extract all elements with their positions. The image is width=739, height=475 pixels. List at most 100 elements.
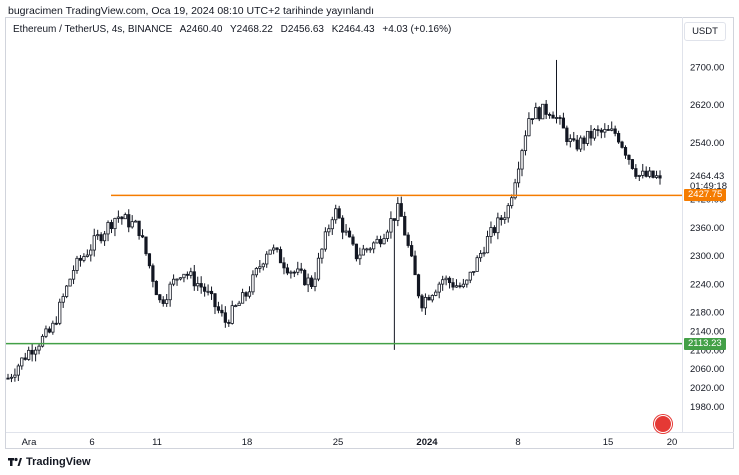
- candle-body: [182, 273, 186, 279]
- last-price-label: 2464.43: [690, 171, 725, 183]
- candle-body: [447, 277, 452, 284]
- candle-body: [30, 349, 34, 355]
- candle-body: [406, 234, 410, 246]
- candle-body: [492, 227, 497, 234]
- candle-body: [420, 295, 424, 309]
- candle-body: [479, 253, 483, 259]
- symbol-info: Ethereum / TetherUS, 4s, BINANCE A2460.4…: [13, 24, 456, 35]
- candle-body: [396, 203, 400, 221]
- candle-body: [61, 296, 65, 303]
- candle-body: [137, 220, 141, 236]
- candle-body: [227, 321, 231, 324]
- candle-body: [403, 216, 407, 236]
- candle-body: [575, 139, 579, 150]
- candle-body: [558, 117, 562, 119]
- candle-body: [423, 296, 428, 309]
- candle-body: [96, 234, 100, 237]
- candle-body: [147, 253, 152, 267]
- candle-body: [272, 247, 276, 251]
- candle-body: [289, 271, 293, 274]
- candle-body: [585, 130, 590, 144]
- candle-body: [427, 296, 431, 301]
- candle-body: [6, 377, 10, 380]
- high-value: Y2468.22: [230, 24, 273, 35]
- candle-body: [327, 228, 331, 233]
- candle-body: [341, 217, 345, 233]
- currency-button[interactable]: USDT: [684, 22, 726, 41]
- candle-body: [75, 257, 79, 271]
- candle-body: [109, 222, 114, 230]
- candle-body: [637, 175, 641, 177]
- candle-body: [237, 302, 241, 307]
- candle-body: [599, 129, 603, 133]
- footer: TradingView: [8, 456, 91, 468]
- tradingview-logo-icon: [8, 457, 22, 466]
- candle-body: [582, 137, 586, 144]
- candle-body: [13, 374, 17, 378]
- candle-body: [482, 252, 486, 255]
- candle-body: [282, 262, 286, 269]
- bar-countdown: 01:49:18: [690, 181, 727, 193]
- y-tick-label: 2240.00: [690, 279, 724, 290]
- candle-body: [323, 231, 327, 250]
- candle-body: [296, 268, 300, 273]
- flag-icon[interactable]: [654, 415, 672, 433]
- candle-body: [261, 263, 265, 268]
- y-tick-label: 2180.00: [690, 308, 724, 319]
- candle-body: [634, 168, 638, 177]
- candle-body: [168, 283, 172, 301]
- candle-body: [458, 285, 462, 288]
- candle-body: [496, 217, 500, 234]
- candle-body: [196, 283, 200, 287]
- candle-body: [382, 238, 386, 245]
- candle-body: [254, 268, 258, 276]
- candle-body: [444, 277, 448, 281]
- candle-body: [620, 141, 624, 148]
- candle-body: [596, 129, 600, 131]
- candle-body: [527, 118, 531, 137]
- candle-body: [330, 219, 334, 230]
- candle-body: [234, 305, 238, 308]
- candle-body: [551, 114, 555, 119]
- candle-body: [275, 247, 279, 250]
- candle-body: [434, 291, 438, 296]
- candle-body: [185, 273, 189, 276]
- open-value: A2460.40: [179, 24, 223, 35]
- symbol-name[interactable]: Ethereum / TetherUS, 4s, BINANCE: [13, 24, 173, 35]
- candle-body: [16, 365, 20, 376]
- candle-body: [58, 301, 62, 324]
- candle-body: [220, 309, 224, 314]
- candle-body: [503, 217, 507, 220]
- candle-body: [123, 214, 127, 220]
- candle-body: [82, 256, 86, 261]
- candle-body: [9, 376, 14, 379]
- candle-body: [265, 253, 269, 265]
- y-tick-label: 1980.00: [690, 402, 724, 413]
- candle-body: [209, 290, 214, 295]
- candle-body: [306, 277, 310, 286]
- candle-body: [278, 249, 283, 264]
- candle-body: [175, 278, 179, 281]
- candle-body: [630, 159, 635, 169]
- candle-body: [240, 292, 245, 304]
- candle-body: [461, 283, 465, 288]
- candle-body: [65, 285, 69, 297]
- candle-body: [506, 205, 510, 219]
- candle-body: [230, 305, 234, 324]
- candle-body: [20, 357, 24, 367]
- candle-body: [430, 295, 434, 301]
- candle-body: [589, 130, 593, 139]
- candle-body: [568, 138, 572, 143]
- candle-body: [130, 221, 134, 228]
- candle-body: [603, 129, 607, 133]
- candle-body: [299, 268, 303, 271]
- candle-body: [572, 138, 576, 141]
- candle-body: [251, 274, 255, 293]
- candle-body: [565, 127, 569, 143]
- candle-body: [375, 238, 379, 244]
- candle-body: [33, 349, 38, 355]
- candle-body: [516, 168, 521, 184]
- y-tick-label: 2700.00: [690, 63, 724, 74]
- candle-body: [465, 279, 469, 285]
